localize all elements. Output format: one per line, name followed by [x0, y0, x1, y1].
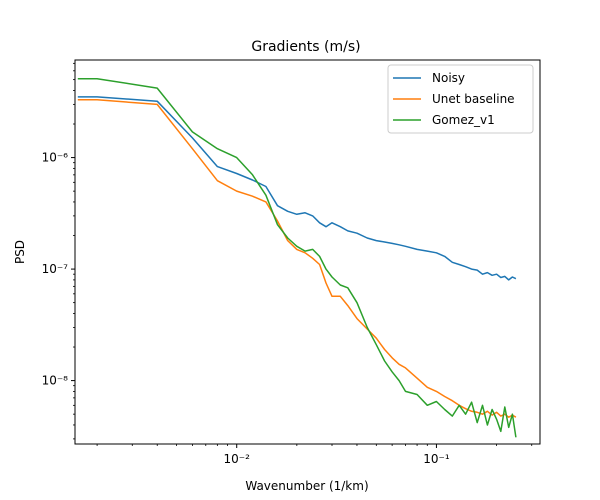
y-tick-label-2: 10⁻⁶ — [42, 151, 69, 165]
legend-label-2: Gomez_v1 — [432, 113, 495, 127]
series-layer — [77, 77, 517, 438]
y-tick-label-0: 10⁻⁸ — [42, 374, 69, 388]
y-tick-label-1: 10⁻⁷ — [42, 262, 69, 276]
x-axis-label: Wavenumber (1/km) — [245, 479, 368, 493]
x-tick-label-0: 10⁻² — [224, 452, 251, 466]
series-line-0 — [77, 96, 517, 281]
y-axis-label: PSD — [13, 240, 27, 264]
ticks-layer: 10⁻² 10⁻¹ 10⁻⁸ 10⁻⁷ 10⁻⁶ — [42, 62, 533, 466]
series-line-1 — [77, 99, 517, 418]
plot-area — [77, 77, 517, 438]
series-line-2 — [77, 77, 517, 438]
legend-label-1: Unet baseline — [432, 92, 515, 106]
plot-frame — [74, 59, 541, 445]
chart-title: Gradients (m/s) — [251, 39, 360, 55]
x-tick-label-1: 10⁻¹ — [423, 452, 450, 466]
legend-label-0: Noisy — [432, 71, 465, 85]
legend: Noisy Unet baseline Gomez_v1 — [387, 64, 534, 134]
legend-frame — [387, 64, 534, 134]
